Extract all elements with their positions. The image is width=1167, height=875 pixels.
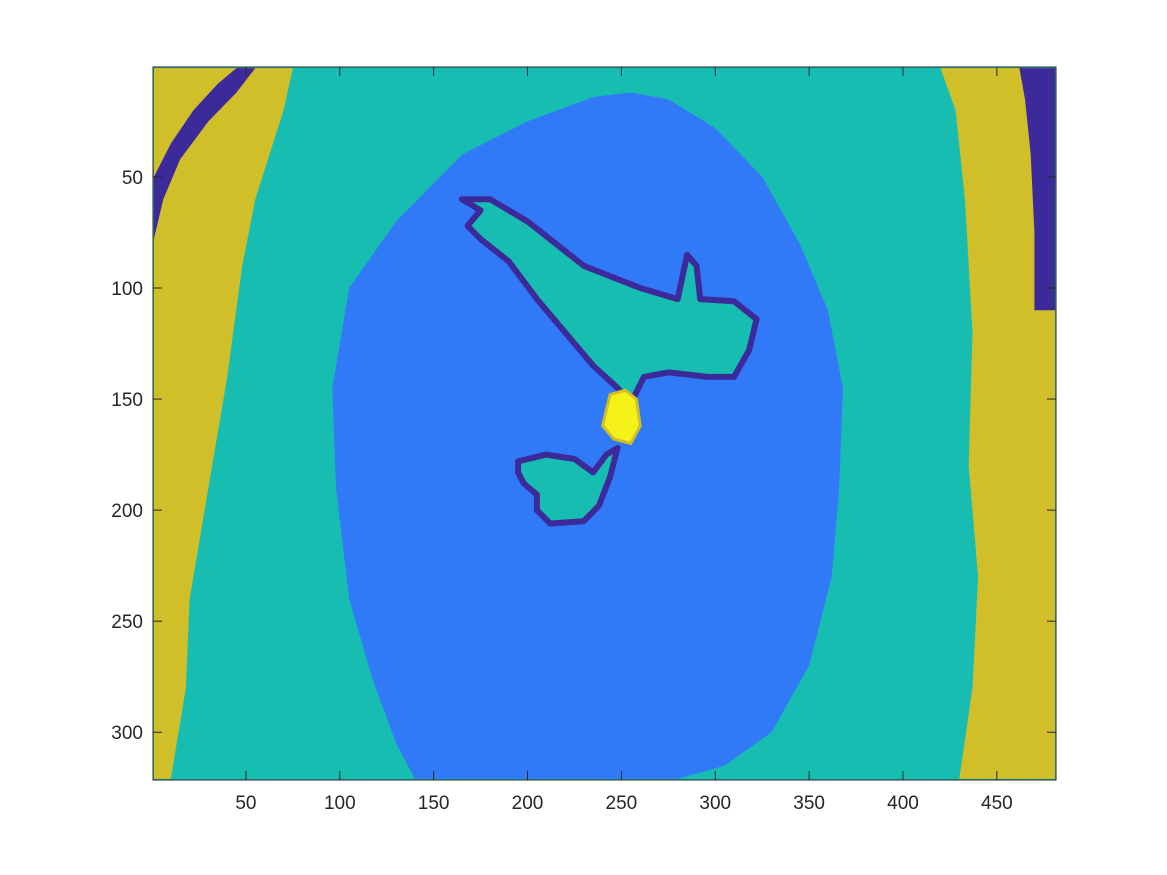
x-tick-label: 100: [324, 793, 356, 814]
y-tick-label: 50: [122, 168, 143, 189]
heatmap-region-lower-island: [515, 444, 621, 527]
y-tick-label: 200: [111, 501, 143, 522]
heatmap-region-upper-island: [458, 196, 760, 407]
axis-ticks: 50 100 150 200 250 300 350 400 450 50 100 150 200 250…: [111, 67, 1056, 814]
axes-frame: [152, 66, 1057, 781]
x-tick-label: 350: [793, 793, 825, 814]
y-tick-label: 100: [111, 279, 143, 300]
heatmap-region-top-left-stripe: [153, 68, 256, 240]
x-tick-label: 250: [606, 793, 638, 814]
x-tick-label: 200: [512, 793, 544, 814]
y-tick-label: 250: [111, 612, 143, 633]
heatmap-region-central-region: [332, 92, 843, 779]
plot-area: [153, 67, 1056, 780]
heatmap-region-center-spot: [600, 388, 642, 446]
heatmap-region-top-right-stripe: [1019, 68, 1056, 311]
x-tick-label: 450: [981, 793, 1013, 814]
x-tick-label: 50: [235, 793, 256, 814]
y-tick-label: 300: [111, 723, 143, 744]
heatmap-region-left-edge-band: [153, 68, 293, 779]
y-tick-label: 150: [111, 390, 143, 411]
x-tick-label: 150: [418, 793, 450, 814]
x-tick-label: 300: [699, 793, 731, 814]
heatmap-region-right-edge-band: [940, 68, 1056, 779]
x-tick-label: 400: [887, 793, 919, 814]
